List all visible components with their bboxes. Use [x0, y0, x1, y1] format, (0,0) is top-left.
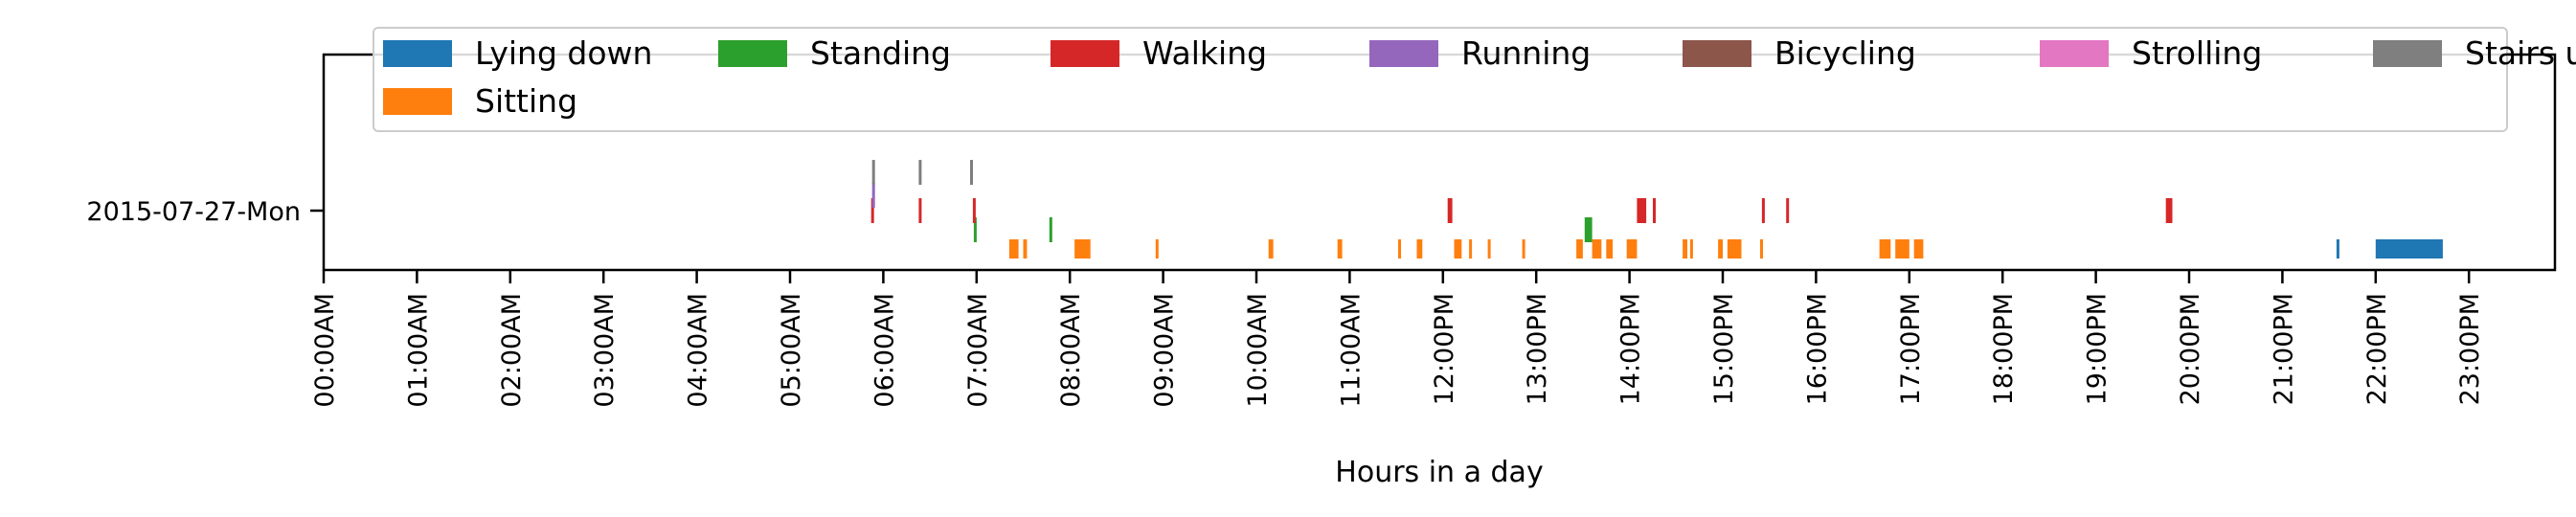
mark-sitting-11: [1522, 239, 1525, 258]
x-tick-label-21: 21:00PM: [2269, 293, 2298, 405]
x-tick-label-8: 08:00AM: [1056, 293, 1086, 408]
x-tick-label-17: 17:00PM: [1896, 293, 1926, 405]
x-tick-label-12: 12:00PM: [1430, 293, 1459, 405]
legend-item-standing: Standing: [718, 34, 951, 72]
mark-standing-2: [1584, 217, 1593, 242]
legend-label-running: Running: [1461, 34, 1591, 72]
mark-sitting-5: [1337, 239, 1343, 258]
legend-item-running: Running: [1369, 34, 1591, 72]
mark-sitting-16: [1683, 239, 1687, 258]
mark-stairs-up-down-2: [970, 160, 973, 185]
x-tick-label-2: 02:00AM: [497, 293, 527, 408]
x-tick-label-18: 18:00PM: [1989, 293, 2019, 405]
mark-sitting-6: [1398, 239, 1401, 258]
y-axis: 2015-07-27-Mon: [86, 197, 324, 227]
legend-box: [373, 27, 2508, 132]
legend-item-bicycling: Bicycling: [1683, 34, 1916, 72]
legend-label-lying-down: Lying down: [475, 34, 652, 72]
mark-sitting-0: [1008, 239, 1019, 258]
legend-swatch-sitting: [383, 88, 452, 115]
legend-label-bicycling: Bicycling: [1774, 34, 1916, 72]
legend-label-walking: Walking: [1142, 34, 1267, 72]
mark-lying-down-1: [2375, 239, 2443, 258]
mark-standing-1: [1049, 217, 1052, 242]
x-tick-label-15: 15:00PM: [1709, 293, 1739, 405]
legend-item-strolling: Strolling: [2040, 34, 2262, 72]
x-tick-label-14: 14:00PM: [1616, 293, 1646, 405]
mark-sitting-18: [1718, 239, 1723, 258]
legend-swatch-lying-down: [383, 40, 452, 67]
x-tick-label-9: 09:00AM: [1150, 293, 1180, 408]
mark-sitting-10: [1487, 239, 1491, 258]
mark-sitting-21: [1879, 239, 1891, 258]
mark-walking-7: [1786, 198, 1790, 223]
mark-sitting-1: [1023, 239, 1028, 258]
legend-item-lying-down: Lying down: [383, 34, 652, 72]
x-tick-label-6: 06:00AM: [870, 293, 899, 408]
mark-sitting-23: [1913, 239, 1924, 258]
x-tick-label-22: 22:00PM: [2362, 293, 2392, 405]
legend-item-sitting: Sitting: [383, 82, 577, 120]
mark-walking-5: [1653, 198, 1656, 223]
x-tick-label-16: 16:00PM: [1802, 293, 1832, 405]
legend-swatch-walking: [1051, 40, 1119, 67]
mark-sitting-15: [1626, 239, 1638, 258]
mark-sitting-14: [1606, 239, 1614, 258]
x-tick-label-13: 13:00PM: [1523, 293, 1552, 405]
mark-sitting-3: [1155, 239, 1159, 258]
mark-standing-0: [973, 217, 977, 242]
mark-walking-3: [1447, 198, 1453, 223]
mark-sitting-8: [1454, 239, 1462, 258]
legend-label-strolling: Strolling: [2132, 34, 2262, 72]
mark-walking-4: [1637, 198, 1647, 223]
legend-swatch-stairs-up-down: [2373, 40, 2442, 67]
legend-swatch-bicycling: [1683, 40, 1751, 67]
mark-sitting-7: [1416, 239, 1423, 258]
legend-swatch-strolling: [2040, 40, 2109, 67]
mark-sitting-4: [1268, 239, 1274, 258]
x-axis: 00:00AM 01:00AM 02:00AM 03:00AM 04:00AM 05:00…: [310, 270, 2485, 408]
x-tick-label-3: 03:00AM: [590, 293, 620, 408]
x-tick-label-23: 23:00PM: [2455, 293, 2485, 405]
mark-lying-down-0: [2336, 239, 2339, 258]
mark-sitting-20: [1760, 239, 1763, 258]
mark-stairs-up-down-0: [871, 160, 875, 185]
y-tick-label-0: 2015-07-27-Mon: [86, 197, 301, 227]
mark-sitting-19: [1727, 239, 1742, 258]
chart-marks: [870, 160, 2443, 258]
legend-swatch-running: [1369, 40, 1438, 67]
legend-label-sitting: Sitting: [475, 82, 577, 120]
mark-walking-1: [918, 198, 922, 223]
mark-walking-6: [1761, 198, 1765, 223]
mark-sitting-9: [1469, 239, 1473, 258]
mark-sitting-22: [1895, 239, 1909, 258]
x-tick-label-11: 11:00AM: [1336, 293, 1366, 408]
x-tick-label-5: 05:00AM: [777, 293, 806, 408]
x-tick-label-10: 10:00AM: [1243, 293, 1273, 408]
x-tick-label-20: 20:00PM: [2176, 293, 2205, 405]
x-tick-label-19: 19:00PM: [2083, 293, 2113, 405]
legend-item-stairs-up-down: Stairs up/down: [2373, 34, 2576, 72]
mark-sitting-2: [1074, 239, 1091, 258]
legend-item-walking: Walking: [1051, 34, 1267, 72]
mark-sitting-13: [1592, 239, 1602, 258]
mark-sitting-17: [1689, 239, 1693, 258]
mark-walking-8: [2165, 198, 2173, 223]
legend: Lying down Sitting Standing Walking Running B…: [373, 27, 2576, 132]
x-tick-label-1: 01:00AM: [403, 293, 433, 408]
mark-walking-2: [972, 198, 976, 223]
legend-label-standing: Standing: [810, 34, 951, 72]
x-axis-title: Hours in a day: [1335, 456, 1543, 489]
mark-running-0: [871, 183, 875, 208]
x-tick-label-0: 00:00AM: [310, 293, 340, 408]
legend-swatch-standing: [718, 40, 787, 67]
mark-sitting-12: [1576, 239, 1583, 258]
legend-label-stairs-up-down: Stairs up/down: [2465, 34, 2576, 72]
mark-stairs-up-down-1: [918, 160, 922, 185]
x-tick-label-4: 04:00AM: [684, 293, 713, 408]
x-tick-label-7: 07:00AM: [963, 293, 993, 408]
mark-walking-0: [870, 198, 874, 223]
